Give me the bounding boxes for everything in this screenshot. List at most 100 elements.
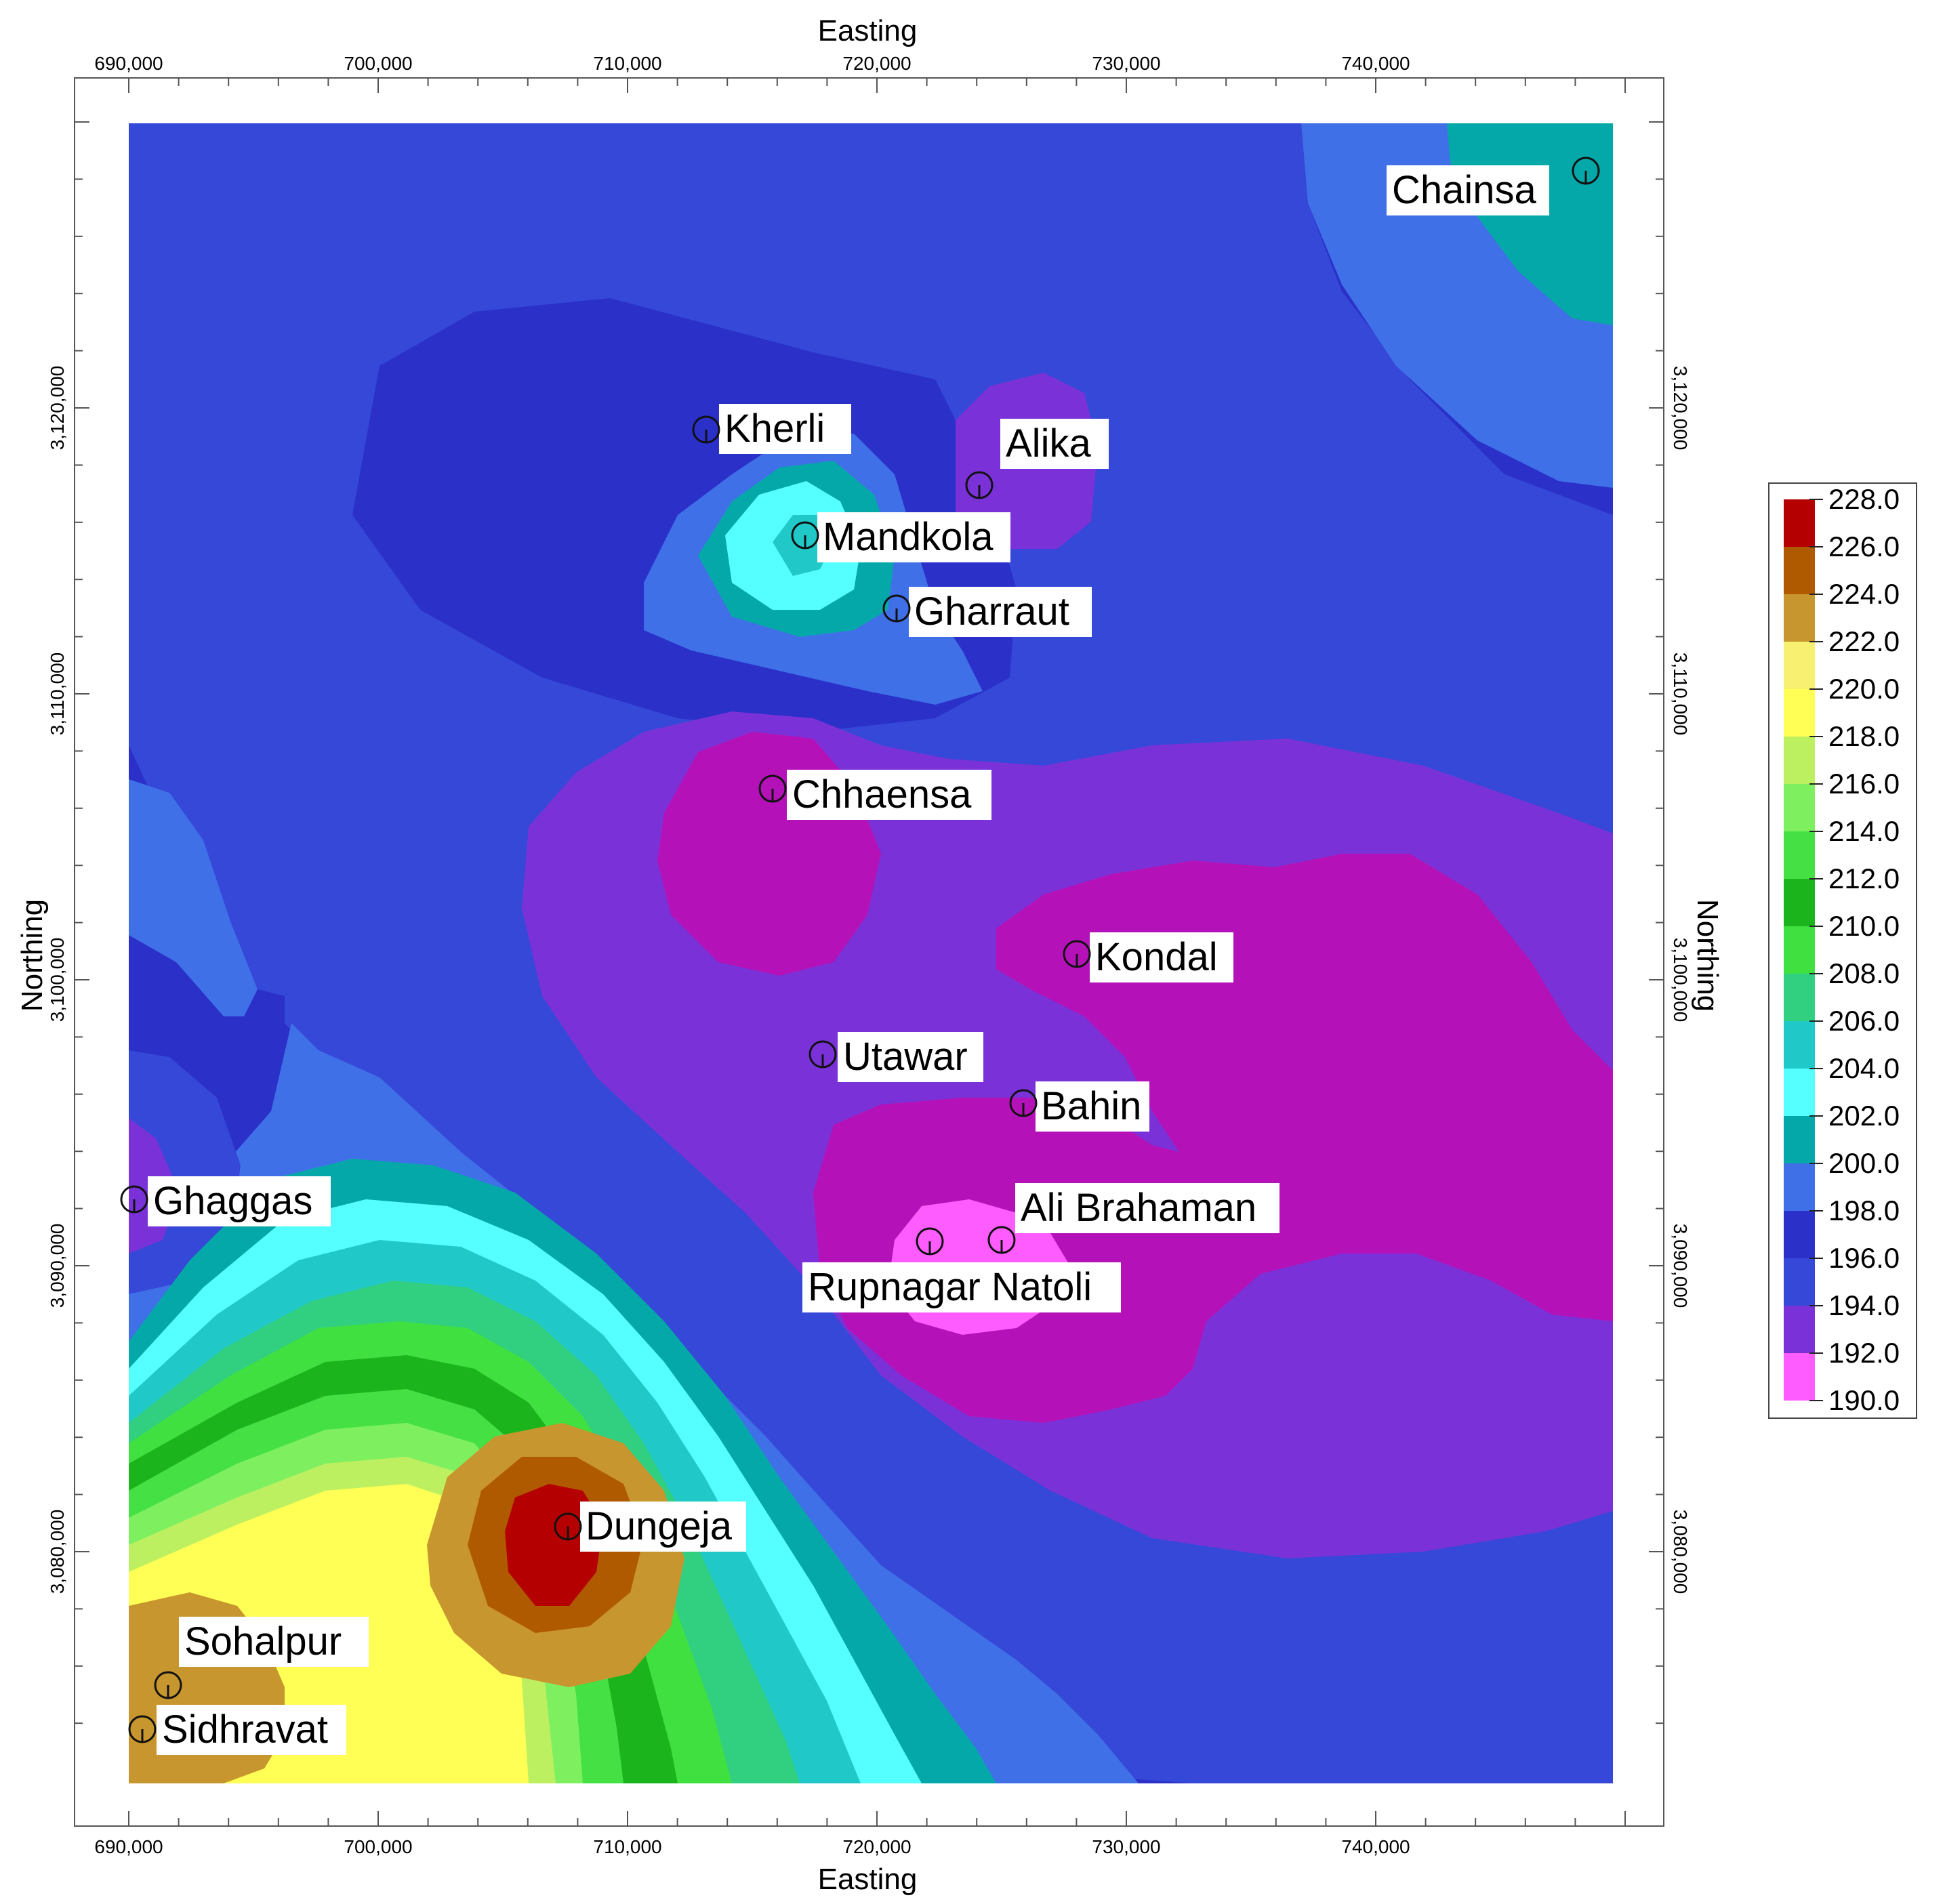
legend-value-label: 220.0 <box>1828 673 1900 705</box>
place-label: Ghaggas <box>153 1179 312 1223</box>
legend-swatch <box>1784 1258 1815 1306</box>
legend-value-label: 206.0 <box>1828 1005 1900 1037</box>
place-label-box <box>909 587 1092 637</box>
legend-value-label: 202.0 <box>1828 1100 1900 1132</box>
place-label-box <box>1015 1183 1279 1233</box>
legend-swatch <box>1784 642 1815 689</box>
legend-value-label: 200.0 <box>1828 1147 1900 1179</box>
northing-tick-label-left: 3,110,000 <box>47 653 68 736</box>
easting-tick-label-top: 710,000 <box>593 53 661 74</box>
place-label: Rupnagar Natoli <box>808 1265 1092 1309</box>
easting-tick-label-top: 700,000 <box>344 53 412 74</box>
place-label: Kherli <box>724 407 825 451</box>
northing-tick-label-left: 3,100,000 <box>47 938 68 1022</box>
place-label: Gharraut <box>914 589 1069 634</box>
place-sohalpur: Sohalpur <box>154 1617 369 1699</box>
legend-value-label: 224.0 <box>1828 578 1900 610</box>
place-rupnagar-natoli: Rupnagar Natoli <box>802 1227 1121 1312</box>
place-label-box <box>148 1176 331 1226</box>
top-axis-title: Easting <box>818 14 918 47</box>
place-markers: Chainsa Kherli Alika Mandkola Gharraut Chhaen… <box>120 157 1600 1755</box>
axis-ticks <box>75 78 1664 1826</box>
place-alika: Alika <box>965 419 1109 499</box>
contour-layers <box>129 123 1613 1783</box>
place-label: Sohalpur <box>184 1619 342 1663</box>
place-label-box <box>1000 419 1109 469</box>
legend-value-label: 226.0 <box>1828 531 1900 562</box>
place-label-box <box>580 1502 746 1552</box>
place-label-box <box>838 1032 983 1082</box>
place-bahin: Bahin <box>1009 1081 1149 1132</box>
northing-tick-label-left: 3,080,000 <box>47 1510 68 1594</box>
tick-labels: 690,000 690,000 700,000 700,000 710,000 710,0… <box>47 53 1691 1857</box>
place-label: Mandkola <box>823 515 994 559</box>
easting-tick-label-top: 690,000 <box>94 53 163 74</box>
northing-tick-label-right: 3,110,000 <box>1670 653 1691 736</box>
right-axis-title: Northing <box>1691 899 1724 1012</box>
legend-swatch <box>1784 1163 1815 1211</box>
place-label-box <box>817 512 1010 562</box>
legend-value-label: 216.0 <box>1828 768 1900 800</box>
place-utawar: Utawar <box>808 1032 983 1082</box>
legend-swatch <box>1784 974 1815 1021</box>
place-label: Chhaensa <box>792 772 972 816</box>
legend-swatch <box>1784 784 1815 831</box>
left-axis-title: Northing <box>16 899 49 1012</box>
legend-swatch <box>1784 831 1815 879</box>
legend-value-label: 196.0 <box>1828 1242 1900 1274</box>
place-chainsa: Chainsa <box>1387 157 1600 215</box>
legend-value-label: 204.0 <box>1828 1052 1900 1084</box>
legend-swatch <box>1784 1353 1815 1401</box>
easting-tick-label-bottom: 720,000 <box>842 1836 911 1857</box>
legend-value-label: 190.0 <box>1828 1384 1900 1416</box>
northing-tick-label-left: 3,090,000 <box>47 1224 68 1308</box>
color-legend: 228.0 226.0 224.0 222.0 220.0 218.0 216.0 214.0… <box>1768 482 1917 1419</box>
legend-swatch <box>1784 547 1815 594</box>
legend-value-label: 208.0 <box>1828 957 1900 989</box>
place-sidhravat: Sidhravat <box>128 1705 346 1755</box>
legend-swatch <box>1784 594 1815 642</box>
easting-tick-label-top: 720,000 <box>842 53 911 74</box>
contour-202-west <box>129 779 258 1016</box>
legend-value-label: 194.0 <box>1828 1289 1900 1321</box>
legend-swatch <box>1784 926 1815 974</box>
place-dungeja: Dungeja <box>554 1502 746 1552</box>
place-ghaggas: Ghaggas <box>120 1176 331 1226</box>
legend-value-label: 210.0 <box>1828 910 1900 942</box>
place-kherli: Kherli <box>692 404 851 454</box>
place-label: Bahin <box>1041 1084 1141 1128</box>
northing-tick-label-right: 3,100,000 <box>1670 938 1691 1022</box>
place-label: Dungeja <box>586 1504 733 1548</box>
legend-swatch <box>1784 499 1815 547</box>
legend-swatch <box>1784 1211 1815 1258</box>
northing-tick-label-right: 3,120,000 <box>1670 366 1691 451</box>
place-label: Kondal <box>1095 935 1218 979</box>
northing-tick-label-right: 3,080,000 <box>1670 1510 1691 1594</box>
easting-tick-label-top: 740,000 <box>1341 53 1410 74</box>
place-label-box <box>1036 1081 1149 1132</box>
legend-swatch <box>1784 1116 1815 1163</box>
legend-swatch <box>1784 689 1815 737</box>
place-label-box <box>719 404 851 454</box>
place-label: Chainsa <box>1392 168 1537 212</box>
legend-value-label: 192.0 <box>1828 1337 1900 1369</box>
place-mandkola: Mandkola <box>791 512 1010 562</box>
legend-swatch <box>1784 1069 1815 1116</box>
place-label: Sidhravat <box>162 1708 328 1752</box>
place-label: Utawar <box>843 1035 968 1079</box>
bottom-axis-title: Easting <box>818 1863 918 1896</box>
place-label-box <box>179 1617 369 1667</box>
place-gharraut: Gharraut <box>882 587 1092 637</box>
place-ali-brahaman: Ali Brahaman <box>987 1183 1279 1254</box>
easting-tick-label-bottom: 730,000 <box>1092 1836 1160 1857</box>
legend-swatch <box>1784 1021 1815 1069</box>
legend-swatch <box>1784 879 1815 926</box>
easting-tick-label-bottom: 700,000 <box>344 1836 412 1857</box>
place-label: Alika <box>1006 421 1091 465</box>
place-label-box <box>157 1705 346 1755</box>
legend-swatch <box>1784 737 1815 784</box>
easting-tick-label-top: 730,000 <box>1092 53 1160 74</box>
legend-value-label: 198.0 <box>1828 1195 1900 1226</box>
place-label-box <box>802 1262 1121 1312</box>
